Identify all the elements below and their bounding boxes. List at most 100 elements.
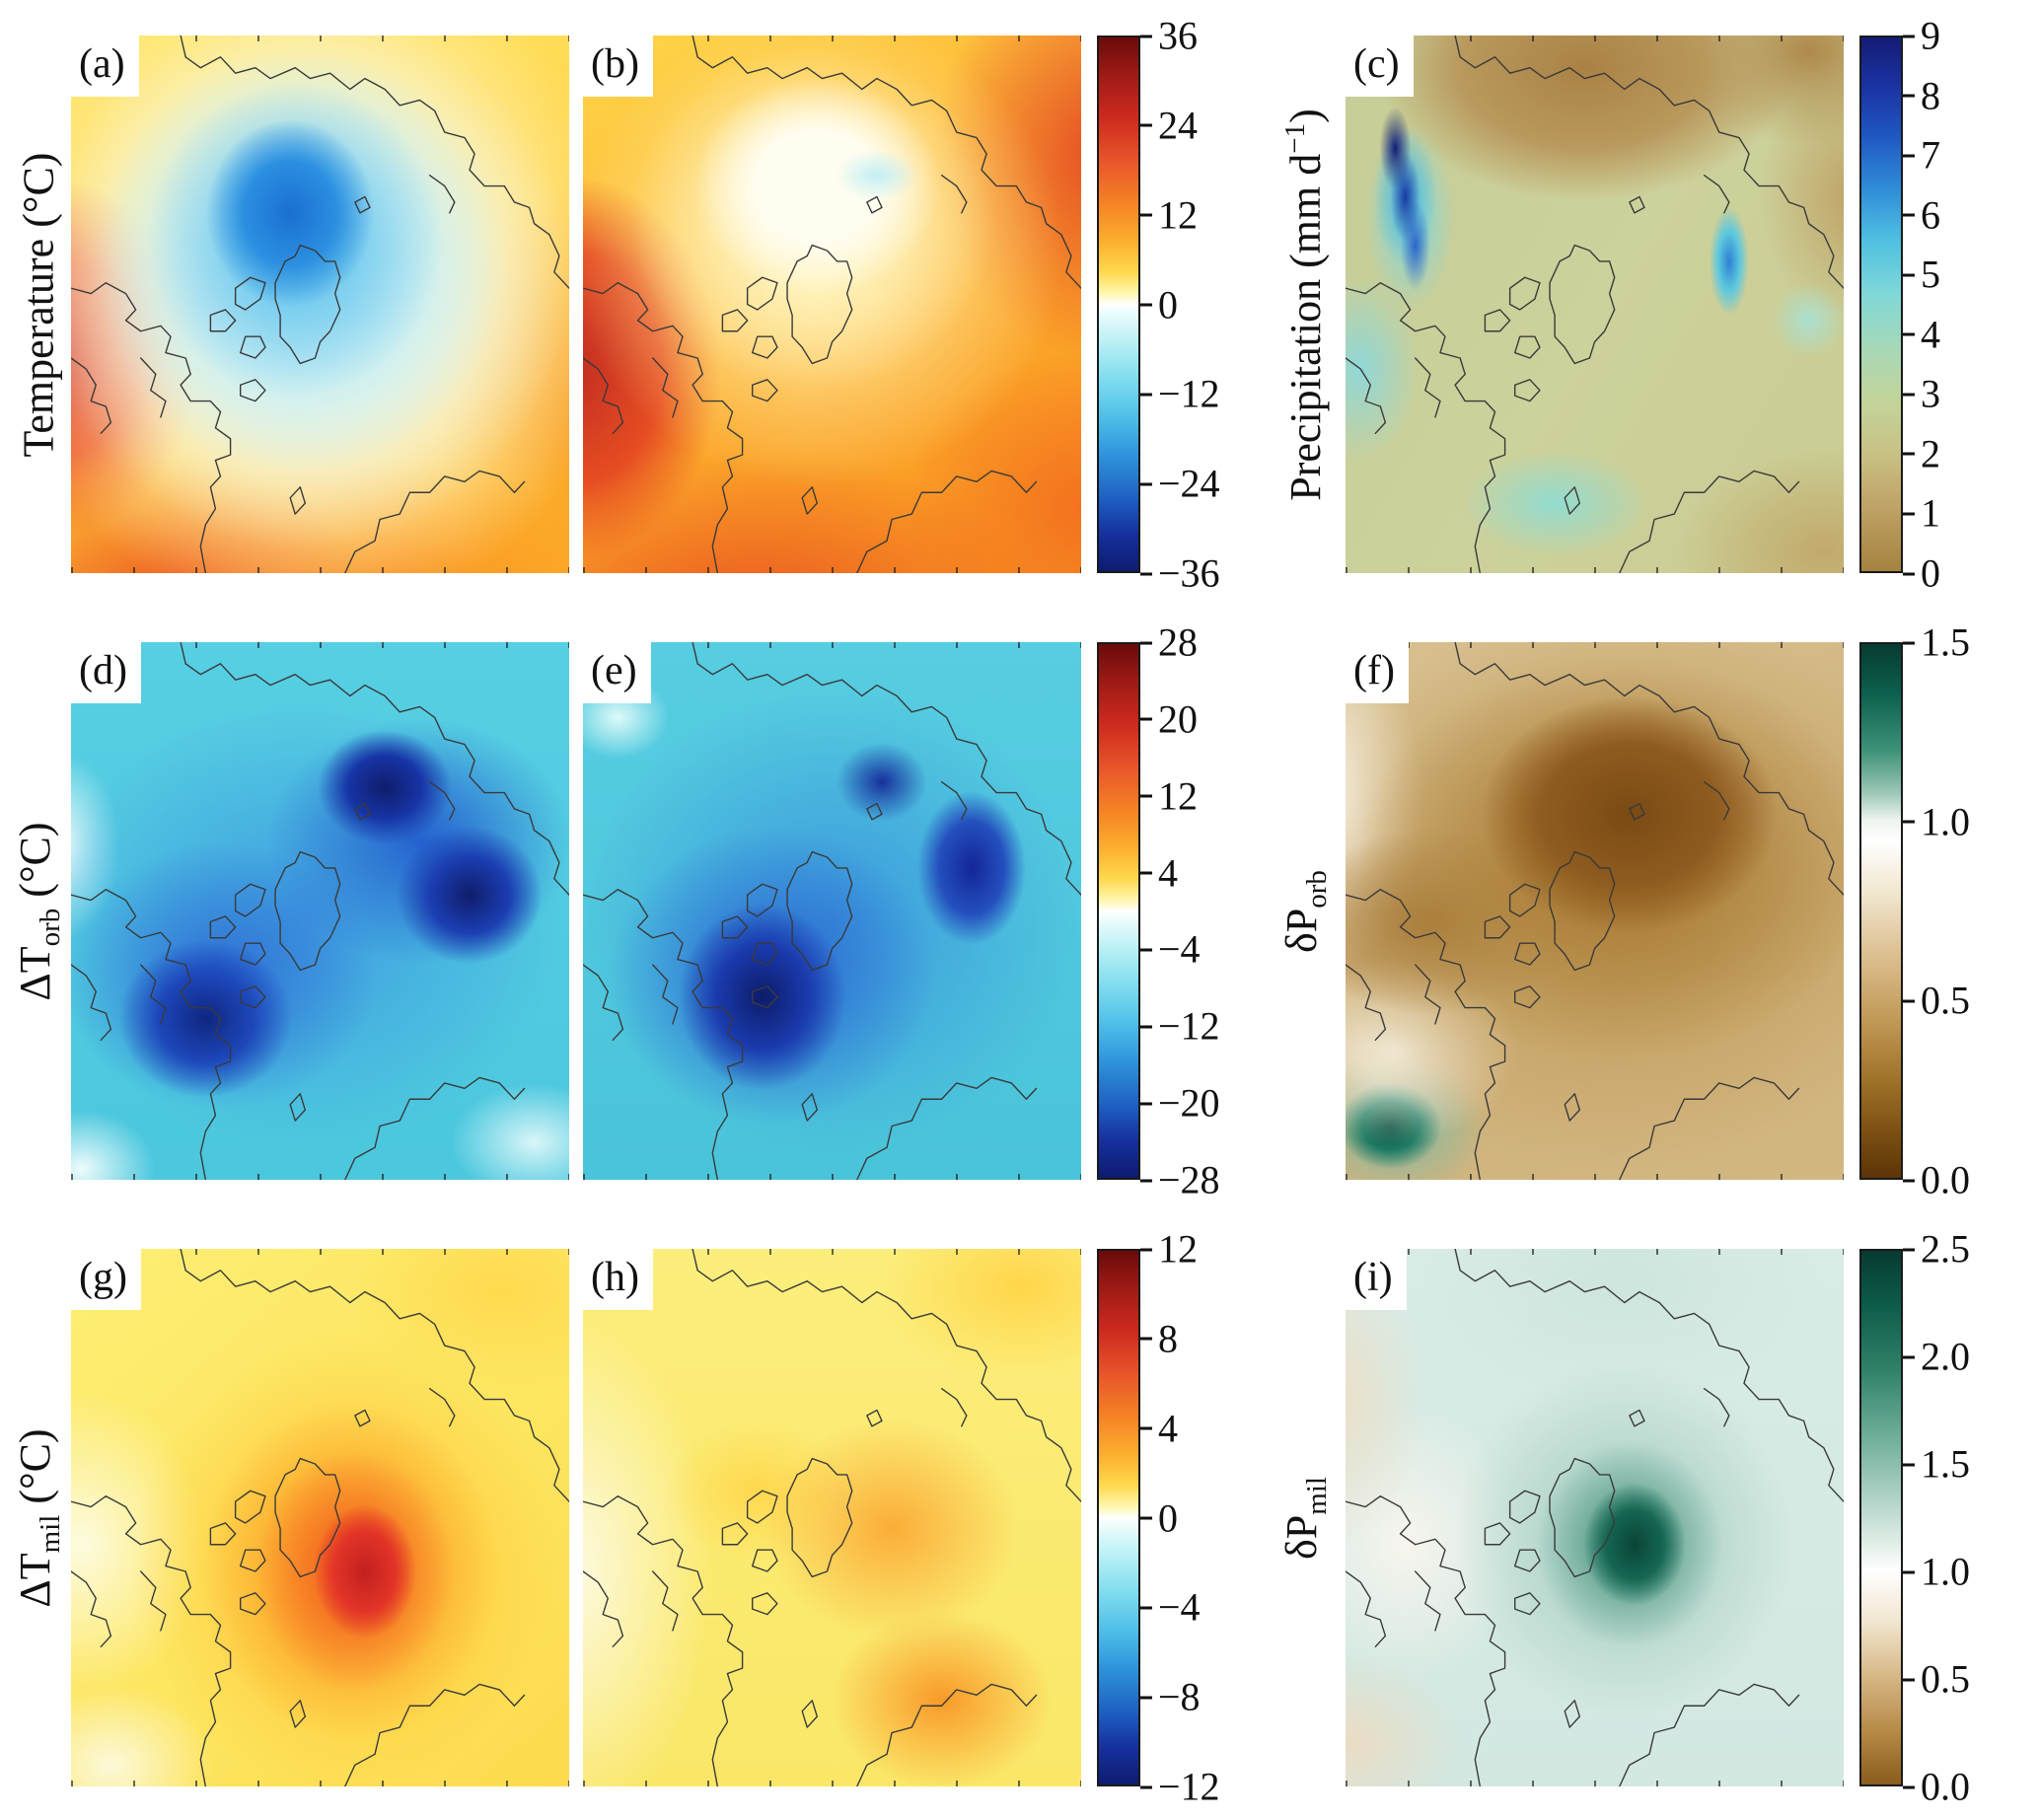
colorbar-delta-p-mil-labels: 2.5 2.0 1.5 1.0 0.5 0.0	[1903, 1227, 2005, 1809]
colorbar-tick-label: −24	[1140, 461, 1220, 506]
colorbar-tick-label: 24	[1140, 103, 1198, 148]
panel-label-i: (i)	[1346, 1249, 1407, 1310]
colorbar-delta-t-orb: 28 20 12 4 −4 −12 −20 −28	[1097, 620, 1243, 1202]
colorbar-delta-t-orb-labels: 28 20 12 4 −4 −12 −20 −28	[1140, 620, 1243, 1202]
colorbar-tick-label: 0.5	[1903, 1656, 1970, 1702]
colorbar-tick-label: −12	[1140, 1764, 1220, 1809]
coastline-overlay	[71, 642, 569, 1180]
colorbar-tick-label: −20	[1140, 1080, 1220, 1126]
colorbar-tick-label: 36	[1140, 13, 1198, 58]
colorbar-delta-p-mil-gradient	[1859, 1249, 1903, 1786]
row-label-delta-t-orb-text: ΔTorb (°C)	[11, 821, 66, 1001]
row-label-temperature: Temperature (°C)	[6, 36, 71, 573]
map-panel-c: (c)	[1346, 36, 1844, 573]
panel-label-g: (g)	[71, 1249, 141, 1310]
coastline-overlay	[71, 1249, 569, 1786]
colorbar-tick-label: 0.0	[1903, 1764, 1970, 1809]
colorbar-temperature: 36 24 12 0 −12 −24 −36	[1097, 14, 1243, 596]
colorbar-delta-t-mil-gradient	[1097, 1249, 1140, 1786]
coastline-overlay	[1346, 1249, 1844, 1786]
subscript-orb: orb	[34, 908, 66, 946]
colorbar-tick-label: 12	[1140, 1226, 1198, 1272]
map-panel-g: (g)	[71, 1249, 569, 1786]
figure-row-1: Temperature (°C) (a) (b) 36 24 12 0 −12 …	[6, 14, 2039, 596]
colorbar-tick-label: −36	[1140, 550, 1220, 596]
colorbar-tick-label: 12	[1140, 773, 1198, 819]
row-label-delta-p-mil-text: δPmil	[1277, 1476, 1333, 1560]
row-label-delta-t-orb: ΔTorb (°C)	[6, 642, 71, 1180]
colorbar-tick-label: 2.0	[1903, 1334, 1970, 1379]
colorbar-tick-label: 4	[1903, 312, 1940, 357]
colorbar-tick-label: 1.0	[1903, 1549, 1970, 1594]
map-panel-i: (i)	[1346, 1249, 1844, 1786]
colorbar-tick-label: 20	[1140, 696, 1198, 742]
colorbar-tick-label: 1.5	[1903, 619, 1970, 665]
figure-row-2: ΔTorb (°C) (d) (e) 28 20 12 4 −4 −12 −20…	[6, 620, 2039, 1202]
colorbar-tick-label: 4	[1140, 850, 1178, 896]
colorbar-tick-label: −4	[1140, 926, 1201, 972]
colorbar-temperature-gradient	[1097, 36, 1140, 573]
colorbar-tick-label: 0.5	[1903, 978, 1970, 1023]
panel-label-h: (h)	[583, 1249, 653, 1310]
colorbar-precipitation-gradient	[1859, 36, 1903, 573]
coastline-overlay	[1346, 642, 1844, 1180]
coastline-overlay	[71, 36, 569, 573]
colorbar-tick-label: 0.0	[1903, 1157, 1970, 1202]
colorbar-tick-label: 2	[1903, 431, 1940, 476]
colorbar-delta-p-orb-labels: 1.5 1.0 0.5 0.0	[1903, 620, 2005, 1202]
colorbar-tick-label: 28	[1140, 619, 1198, 665]
colorbar-temperature-labels: 36 24 12 0 −12 −24 −36	[1140, 14, 1243, 596]
colorbar-delta-t-mil-labels: 12 8 4 0 −4 −8 −12	[1140, 1227, 1243, 1809]
colorbar-tick-label: 4	[1140, 1406, 1178, 1451]
map-panel-e: (e)	[583, 642, 1081, 1180]
panel-label-c: (c)	[1346, 36, 1414, 97]
panel-label-a: (a)	[71, 36, 139, 97]
row-label-delta-t-mil-text: ΔTmil (°C)	[11, 1427, 66, 1608]
coastline-overlay	[583, 642, 1081, 1180]
colorbar-tick-label: −12	[1140, 1003, 1220, 1049]
colorbar-tick-label: 9	[1903, 13, 1940, 58]
map-panel-f: (f)	[1346, 642, 1844, 1180]
colorbar-tick-label: 1.0	[1903, 799, 1970, 844]
colorbar-tick-label: 8	[1140, 1316, 1178, 1361]
colorbar-delta-t-orb-gradient	[1097, 642, 1140, 1180]
colorbar-tick-label: 2.5	[1903, 1226, 1970, 1272]
colorbar-tick-label: 1	[1903, 490, 1940, 536]
figure-row-3: ΔTmil (°C) (g) (h) 12 8 4 0 −4 −8 −12 δP…	[6, 1227, 2039, 1809]
colorbar-delta-p-orb-gradient	[1859, 642, 1903, 1180]
map-panel-b: (b)	[583, 36, 1081, 573]
row-label-temperature-text: Temperature (°C)	[14, 152, 63, 457]
colorbar-tick-label: 7	[1903, 132, 1940, 178]
panel-label-d: (d)	[71, 642, 141, 703]
colorbar-tick-label: 12	[1140, 192, 1198, 238]
colorbar-tick-label: 5	[1903, 252, 1940, 297]
colorbar-tick-label: −12	[1140, 371, 1220, 416]
map-panel-h: (h)	[583, 1249, 1081, 1786]
map-panel-a: (a)	[71, 36, 569, 573]
row-label-precipitation-text: Precipitation (mm d−1)	[1279, 108, 1330, 501]
row-label-delta-p-orb: δPorb	[1273, 642, 1338, 1180]
colorbar-tick-label: 8	[1903, 73, 1940, 118]
colorbar-tick-label: −8	[1140, 1674, 1201, 1719]
colorbar-tick-label: 0	[1140, 1495, 1178, 1540]
map-panel-d: (d)	[71, 642, 569, 1180]
panel-label-f: (f)	[1346, 642, 1409, 703]
coastline-overlay	[583, 1249, 1081, 1786]
colorbar-tick-label: 6	[1903, 192, 1940, 238]
row-label-precipitation: Precipitation (mm d−1)	[1273, 36, 1338, 573]
coastline-overlay	[1346, 36, 1844, 573]
colorbar-tick-label: −28	[1140, 1157, 1220, 1202]
colorbar-delta-p-orb: 1.5 1.0 0.5 0.0	[1859, 620, 2005, 1202]
colorbar-precipitation-labels: 9 8 7 6 5 4 3 2 1 0	[1903, 14, 2005, 596]
panel-label-b: (b)	[583, 36, 653, 97]
colorbar-delta-p-mil: 2.5 2.0 1.5 1.0 0.5 0.0	[1859, 1227, 2005, 1809]
row-label-delta-p-orb-text: δPorb	[1277, 869, 1333, 953]
colorbar-tick-label: 0	[1140, 282, 1178, 327]
superscript-minus-one: −1	[1279, 122, 1312, 154]
colorbar-tick-label: 3	[1903, 371, 1940, 416]
colorbar-delta-t-mil: 12 8 4 0 −4 −8 −12	[1097, 1227, 1243, 1809]
subscript-orb: orb	[1300, 869, 1333, 909]
subscript-mil: mil	[1300, 1476, 1333, 1515]
panel-label-e: (e)	[583, 642, 651, 703]
